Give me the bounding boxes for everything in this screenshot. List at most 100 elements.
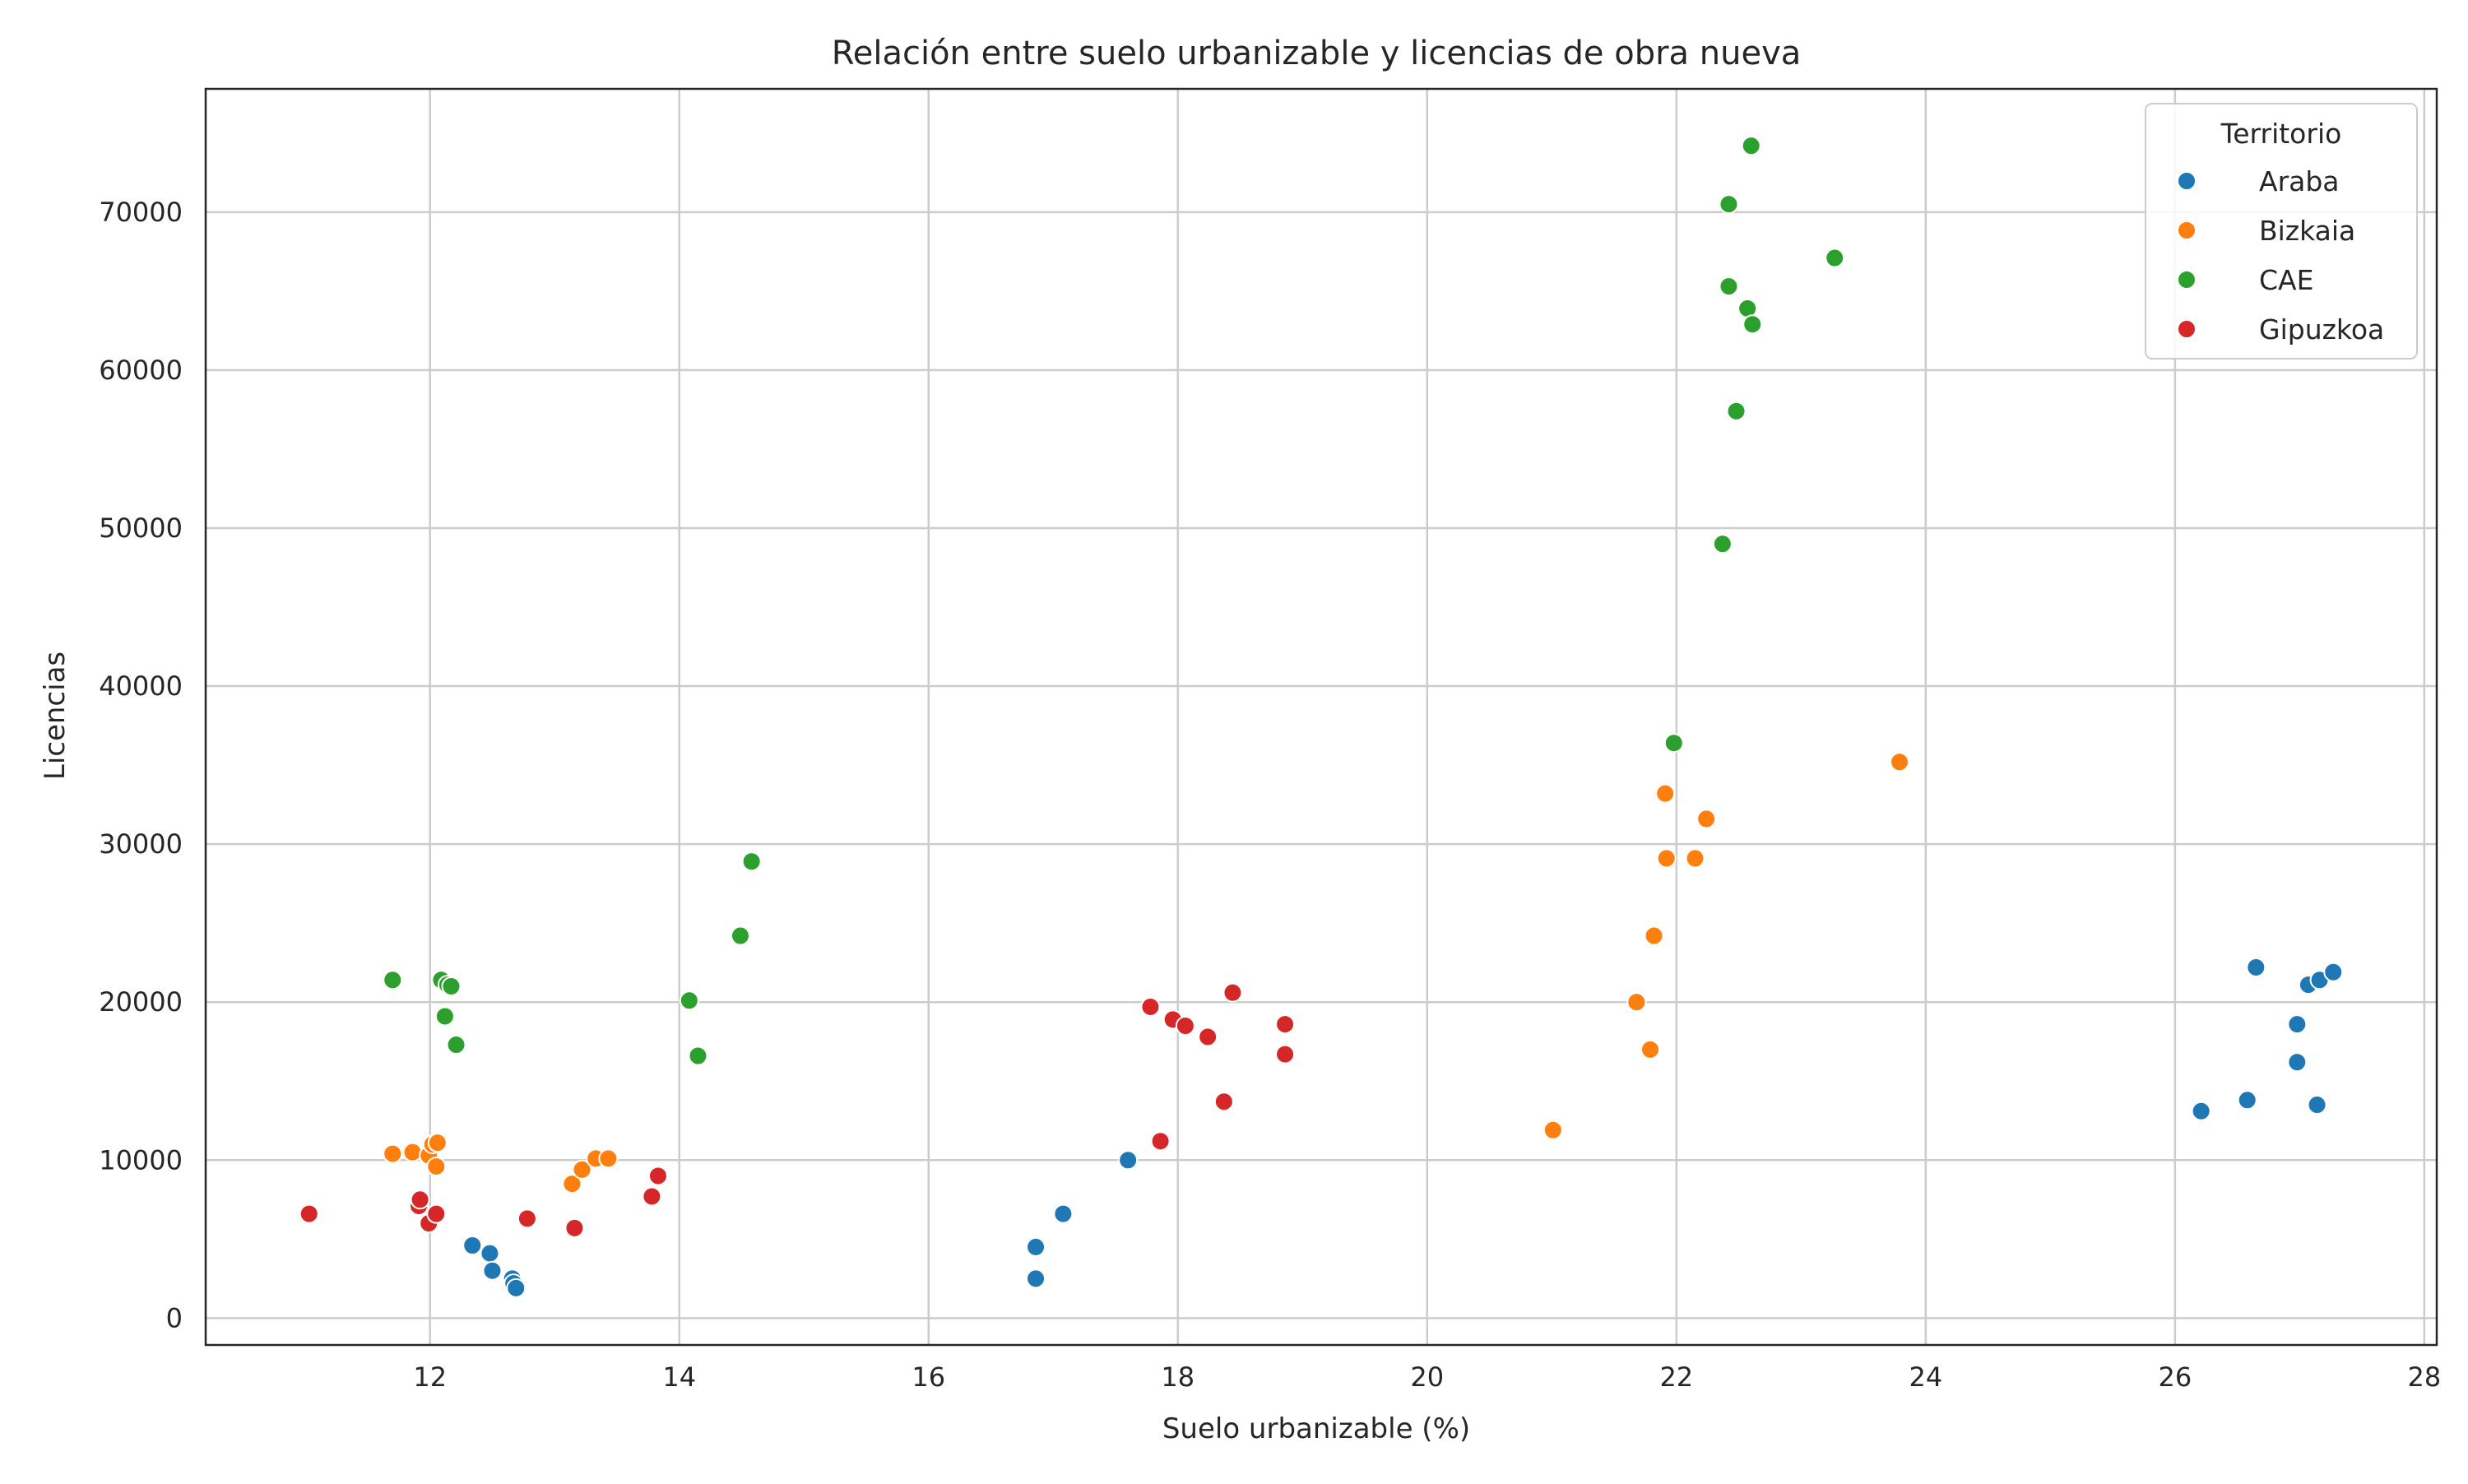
legend-marker-cae xyxy=(2177,270,2197,290)
x-tick-label: 24 xyxy=(1909,1361,1942,1393)
x-tick-label: 18 xyxy=(1161,1361,1195,1393)
y-tick-label: 20000 xyxy=(99,986,183,1018)
data-point-araba xyxy=(2307,1095,2327,1115)
data-point-gipuzkoa xyxy=(642,1186,662,1207)
data-point-cae xyxy=(1663,733,1684,754)
data-point-bizkaia xyxy=(1640,1039,1660,1060)
data-point-bizkaia xyxy=(572,1159,592,1180)
data-point-cae xyxy=(741,851,762,872)
legend-label-cae: CAE xyxy=(2259,264,2313,296)
data-point-cae xyxy=(688,1046,708,1066)
y-axis-ticks: 0 10000 20000 30000 40000 50000 60000 70000 xyxy=(99,197,183,1334)
data-point-gipuzkoa xyxy=(564,1217,585,1238)
data-point-gipuzkoa xyxy=(1150,1131,1171,1152)
data-point-cae xyxy=(679,990,699,1011)
y-tick-label: 10000 xyxy=(99,1144,183,1176)
data-point-araba xyxy=(1026,1268,1046,1289)
data-point-bizkaia xyxy=(1644,925,1664,946)
data-point-araba xyxy=(1053,1203,1074,1224)
data-point-gipuzkoa xyxy=(1175,1016,1195,1036)
legend-title: Territorio xyxy=(2220,118,2342,150)
x-tick-label: 16 xyxy=(912,1361,945,1393)
data-point-bizkaia xyxy=(562,1174,582,1194)
data-point-bizkaia xyxy=(1696,809,1717,829)
data-point-araba xyxy=(2191,1101,2211,1121)
data-point-gipuzkoa xyxy=(1213,1092,1234,1112)
data-point-cae xyxy=(441,976,462,996)
legend-label-bizkaia: Bizkaia xyxy=(2259,215,2355,247)
data-point-gipuzkoa xyxy=(647,1166,668,1186)
x-tick-label: 12 xyxy=(413,1361,447,1393)
data-point-bizkaia xyxy=(598,1148,619,1169)
data-point-cae xyxy=(1719,194,1739,215)
y-tick-label: 70000 xyxy=(99,197,183,228)
x-axis-label: Suelo urbanizable (%) xyxy=(1162,1412,1470,1445)
y-tick-label: 0 xyxy=(166,1302,183,1333)
y-tick-label: 30000 xyxy=(99,828,183,860)
data-point-araba xyxy=(2246,957,2266,977)
data-point-araba xyxy=(2287,1052,2308,1073)
legend-marker-bizkaia xyxy=(2177,220,2197,240)
legend-marker-araba xyxy=(2177,171,2197,191)
data-point-araba xyxy=(1026,1236,1046,1257)
legend-box xyxy=(2145,103,2418,359)
data-point-gipuzkoa xyxy=(299,1203,319,1224)
data-point-araba xyxy=(2287,1014,2308,1035)
legend-label-araba: Araba xyxy=(2259,165,2340,197)
data-point-araba xyxy=(480,1243,500,1264)
data-point-araba xyxy=(462,1235,483,1255)
data-point-cae xyxy=(1825,248,1845,268)
data-point-gipuzkoa xyxy=(517,1208,537,1229)
data-point-bizkaia xyxy=(1655,783,1676,804)
x-tick-label: 20 xyxy=(1410,1361,1444,1393)
data-point-cae xyxy=(446,1035,466,1055)
data-point-bizkaia xyxy=(383,1143,403,1164)
data-point-bizkaia xyxy=(1685,848,1705,869)
plot-frame xyxy=(204,87,2438,1347)
x-tick-label: 26 xyxy=(2158,1361,2192,1393)
data-point-gipuzkoa xyxy=(1198,1027,1218,1047)
data-point-cae xyxy=(1742,314,1763,335)
x-axis-ticks: 12 14 16 18 20 22 24 26 28 xyxy=(413,1361,2441,1393)
data-point-bizkaia xyxy=(1542,1120,1563,1140)
data-point-cae xyxy=(1712,534,1733,554)
data-point-gipuzkoa xyxy=(1275,1044,1296,1064)
data-point-bizkaia xyxy=(427,1133,448,1153)
data-points xyxy=(299,136,2344,1298)
x-tick-label: 14 xyxy=(662,1361,696,1393)
data-point-cae xyxy=(1726,401,1747,421)
data-point-cae xyxy=(383,970,403,990)
data-point-cae xyxy=(730,925,750,946)
x-tick-label: 22 xyxy=(1659,1361,1693,1393)
data-point-gipuzkoa xyxy=(1140,996,1161,1017)
data-point-araba xyxy=(506,1278,527,1298)
data-point-gipuzkoa xyxy=(1275,1014,1296,1035)
data-point-cae xyxy=(1741,136,1761,156)
y-tick-label: 50000 xyxy=(99,512,183,544)
chart-title: Relación entre suelo urbanizable y licen… xyxy=(832,35,1802,72)
data-point-bizkaia xyxy=(426,1156,447,1176)
data-point-araba xyxy=(2323,962,2344,982)
data-point-gipuzkoa xyxy=(410,1190,430,1210)
data-point-araba xyxy=(2237,1090,2257,1111)
data-point-bizkaia xyxy=(402,1142,423,1162)
data-point-cae xyxy=(1719,276,1739,297)
data-point-gipuzkoa xyxy=(1222,982,1243,1003)
legend-items: Araba Bizkaia CAE Gipuzkoa xyxy=(2177,165,2384,345)
legend-marker-gipuzkoa xyxy=(2177,319,2197,339)
data-point-gipuzkoa xyxy=(426,1203,447,1224)
legend: Territorio Araba Bizkaia CAE Gipuzkoa xyxy=(2145,103,2418,359)
data-point-bizkaia xyxy=(1626,992,1647,1013)
data-point-bizkaia xyxy=(1656,848,1677,869)
y-tick-label: 40000 xyxy=(99,670,183,702)
y-axis-label: Licencias xyxy=(39,652,72,780)
grid-lines xyxy=(206,89,2437,1345)
data-point-cae xyxy=(434,1006,455,1027)
x-tick-label: 28 xyxy=(2407,1361,2441,1393)
data-point-araba xyxy=(1118,1150,1139,1171)
legend-label-gipuzkoa: Gipuzkoa xyxy=(2259,313,2384,345)
data-point-bizkaia xyxy=(1889,752,1909,772)
